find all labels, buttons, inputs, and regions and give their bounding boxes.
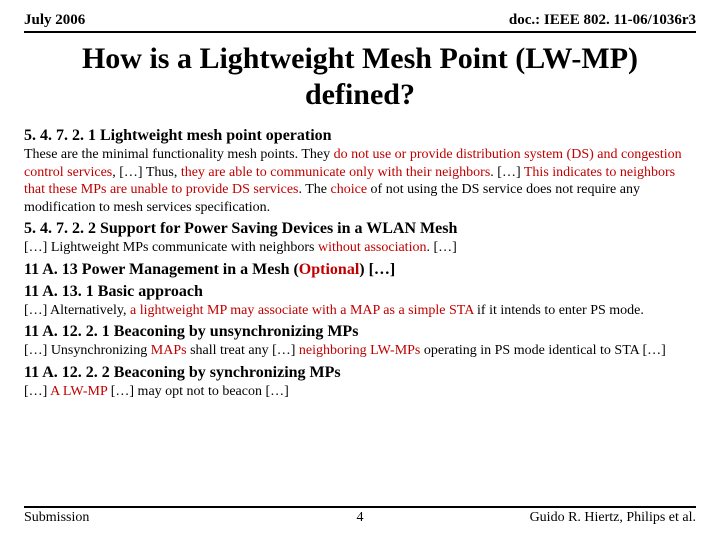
body-text-span: . The xyxy=(299,182,331,197)
header-row: July 2006 doc.: IEEE 802. 11-06/1036r3 xyxy=(24,12,696,33)
content-area: 5. 4. 7. 2. 1 Lightweight mesh point ope… xyxy=(24,127,696,400)
highlighted-text: a lightweight MP may associate with a MA… xyxy=(130,303,474,318)
footer-right: Guido R. Hiertz, Philips et al. xyxy=(530,510,696,526)
body-text-span: ) […] xyxy=(359,261,395,278)
body-text-span: These are the minimal functionality mesh… xyxy=(24,147,334,162)
highlighted-text: Optional xyxy=(299,261,359,278)
body-text-span: , […] Thus, xyxy=(112,165,181,180)
section-body: […] Lightweight MPs communicate with nei… xyxy=(24,239,696,257)
highlighted-text: neighboring LW-MPs xyxy=(299,343,420,358)
body-text-span: […] xyxy=(24,384,50,399)
section-heading: 11 A. 13 Power Management in a Mesh (Opt… xyxy=(24,261,696,279)
highlighted-text: they are able to communicate only with t… xyxy=(181,165,490,180)
highlighted-text: choice xyxy=(331,182,368,197)
section-body: These are the minimal functionality mesh… xyxy=(24,146,696,216)
body-text-span: 11 A. 13 Power Management in a Mesh ( xyxy=(24,261,299,278)
section-body: […] Alternatively, a lightweight MP may … xyxy=(24,302,696,320)
header-date: July 2006 xyxy=(24,12,85,29)
section-heading: 11 A. 13. 1 Basic approach xyxy=(24,283,696,301)
highlighted-text: MAPs xyxy=(151,343,187,358)
section-heading: 5. 4. 7. 2. 1 Lightweight mesh point ope… xyxy=(24,127,696,145)
section-body: […] A LW-MP […] may opt not to beacon […… xyxy=(24,383,696,401)
body-text-span: shall treat any […] xyxy=(187,343,299,358)
body-text-span: […] Alternatively, xyxy=(24,303,130,318)
body-text-span: […] Lightweight MPs communicate with nei… xyxy=(24,240,318,255)
footer-page-number: 4 xyxy=(357,510,364,526)
section-body: […] Unsynchronizing MAPs shall treat any… xyxy=(24,342,696,360)
highlighted-text: A LW-MP xyxy=(50,384,107,399)
section-heading: 5. 4. 7. 2. 2 Support for Power Saving D… xyxy=(24,220,696,238)
footer-left: Submission xyxy=(24,510,89,526)
highlighted-text: without association xyxy=(318,240,427,255)
section-heading: 11 A. 12. 2. 2 Beaconing by synchronizin… xyxy=(24,364,696,382)
footer: Submission 4 Guido R. Hiertz, Philips et… xyxy=(24,498,696,526)
body-text-span: operating in PS mode identical to STA […… xyxy=(420,343,665,358)
section-heading: 11 A. 12. 2. 1 Beaconing by unsynchroniz… xyxy=(24,323,696,341)
body-text-span: […] Unsynchronizing xyxy=(24,343,151,358)
header-docref: doc.: IEEE 802. 11-06/1036r3 xyxy=(509,12,696,29)
body-text-span: . […] xyxy=(490,165,524,180)
body-text-span: . […] xyxy=(426,240,456,255)
page-title: How is a Lightweight Mesh Point (LW-MP) … xyxy=(24,41,696,113)
body-text-span: […] may opt not to beacon […] xyxy=(107,384,289,399)
body-text-span: if it intends to enter PS mode. xyxy=(474,303,644,318)
